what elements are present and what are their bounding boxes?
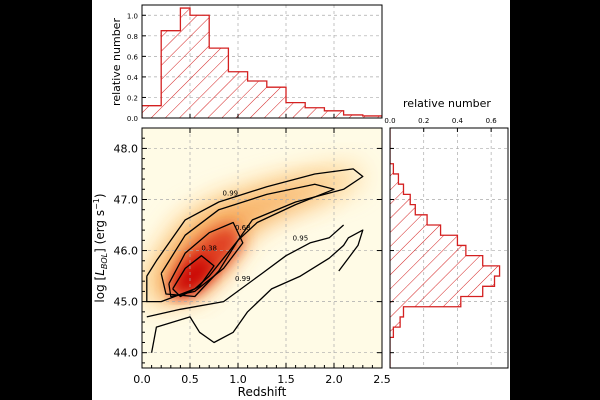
main-xtick-label: 1.0	[229, 373, 247, 386]
right-histogram-bar	[390, 327, 394, 338]
right-histogram-bar	[390, 265, 500, 277]
right-histogram-bar	[390, 204, 416, 215]
contour-label: 0.38	[201, 245, 217, 253]
right-histogram-bar	[390, 286, 483, 297]
confidence-contours	[146, 168, 364, 353]
contour-label: 0.99	[223, 189, 239, 197]
top-frame	[141, 4, 383, 119]
top-ytick-label: 1.0	[127, 12, 138, 20]
top-histogram-panel: 0.0 0.2 0.4 0.6 0.8 1.0 relative number	[110, 4, 383, 123]
main-ytick-label: 47.0	[114, 193, 139, 206]
top-ytick-label: 0.6	[127, 53, 139, 61]
top-histogram-outline	[142, 7, 382, 118]
main-frame	[141, 127, 383, 369]
right-histogram-bar	[390, 194, 411, 205]
top-histogram-bar	[362, 115, 382, 118]
density-level-4	[172, 255, 214, 297]
right-histogram-panel: 0.0 0.2 0.4 0.6 relative number	[384, 97, 509, 369]
main-xtick-label: 0.5	[181, 373, 199, 386]
main-xtick-label: 0.0	[133, 373, 151, 386]
main-ticks: 0.0 0.5 1.0 1.5 2.0 2.5 44.0 45.0 46.0 47.0 48.0	[114, 128, 391, 386]
top-ytick-label: 0.4	[127, 74, 139, 82]
contour-label: 0.68	[235, 224, 251, 232]
contour-label: 0.99	[235, 275, 251, 283]
right-histogram-bar	[390, 235, 458, 246]
top-histogram-bar	[228, 71, 248, 118]
contour-line-lower	[150, 229, 364, 353]
y-axis-label: log [LBOL] (erg s−1)	[92, 193, 109, 302]
top-histogram-bar	[209, 48, 229, 118]
right-histogram-bar	[390, 296, 461, 307]
contour-labels: 0.99 0.68 0.95 0.38 0.99	[201, 189, 308, 283]
top-histogram-bar	[161, 30, 181, 118]
right-histogram-outline	[390, 128, 501, 368]
right-xtick-label: 0.0	[384, 117, 395, 125]
top-histogram-bar	[266, 87, 286, 118]
right-ticks: 0.0 0.2 0.4 0.6	[384, 117, 498, 354]
main-ytick-label: 45.0	[114, 296, 139, 309]
top-histogram-bar	[343, 114, 363, 118]
top-histogram-bar	[180, 8, 190, 118]
main-xtick-label: 2.5	[373, 373, 391, 386]
main-xtick-label: 2.0	[325, 373, 343, 386]
right-xlabel: relative number	[403, 97, 491, 110]
contour-line-lower	[146, 224, 345, 318]
main-grid	[142, 128, 382, 368]
top-histogram-bars	[142, 7, 382, 118]
right-histogram-bar	[390, 173, 399, 185]
right-xtick-label: 0.6	[486, 117, 498, 125]
right-histogram-bar	[390, 163, 394, 174]
top-histogram-bar	[190, 15, 210, 118]
main-ytick-label: 46.0	[114, 245, 139, 258]
right-histogram-bar	[390, 276, 495, 287]
contour-label: 0.95	[293, 234, 309, 242]
contour-line-0-38	[172, 255, 215, 298]
main-xtick-label: 1.5	[277, 373, 295, 386]
top-ylabel: relative number	[110, 18, 123, 106]
contour-line-0-95	[160, 183, 335, 298]
top-ytick-label: 0.8	[127, 33, 138, 41]
x-axis-label: Redshift	[238, 385, 287, 399]
main-density-panel: 0.99 0.68 0.95 0.38 0.99 0.0 0.5 1.0 1.5 2.0 2.5 4…	[92, 127, 391, 399]
right-histogram-bar	[390, 316, 401, 328]
top-ytick-label: 0.0	[127, 115, 138, 123]
main-ytick-label: 48.0	[114, 142, 139, 155]
top-histogram-bar	[142, 105, 162, 118]
right-xtick-label: 0.2	[418, 117, 429, 125]
top-histogram-bar	[247, 81, 267, 118]
right-frame	[389, 127, 509, 369]
right-xtick-label: 0.4	[452, 117, 464, 125]
main-ytick-label: 44.0	[114, 347, 139, 360]
top-ytick-label: 0.2	[127, 94, 138, 102]
top-histogram-bar	[286, 102, 306, 118]
right-histogram-bar	[390, 214, 428, 226]
right-histogram-bar	[390, 306, 404, 317]
right-histogram-bar	[390, 245, 466, 256]
right-histogram-bar	[390, 225, 441, 236]
right-histogram-bar	[390, 255, 483, 266]
top-ticks: 0.0 0.2 0.4 0.6 0.8 1.0	[127, 12, 335, 123]
right-histogram-bar	[390, 184, 404, 195]
right-histogram-bars	[390, 128, 501, 368]
top-histogram-bar	[305, 107, 325, 118]
